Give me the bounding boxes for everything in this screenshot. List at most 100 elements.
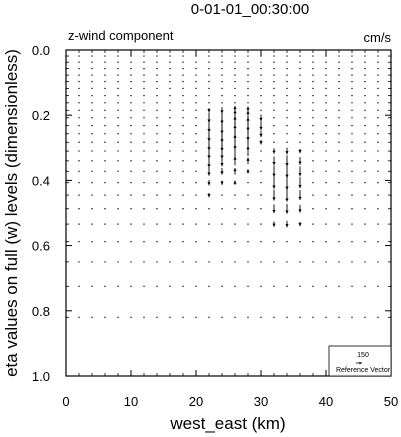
vector-arrowhead bbox=[233, 167, 237, 172]
vector-point bbox=[234, 208, 236, 210]
vector-point bbox=[247, 285, 249, 288]
vector-point bbox=[299, 109, 301, 112]
left-subtitle: z-wind component bbox=[68, 28, 174, 43]
vector-arrowhead bbox=[272, 162, 276, 166]
vector-point bbox=[156, 133, 158, 135]
vector-point bbox=[260, 285, 262, 288]
vector-point bbox=[130, 61, 132, 63]
vector-point bbox=[130, 170, 132, 172]
vector-point bbox=[104, 61, 106, 63]
vector-point bbox=[364, 150, 366, 152]
vector-point bbox=[234, 74, 236, 76]
vector-point bbox=[221, 55, 223, 57]
vector-point bbox=[221, 194, 223, 196]
vector-point bbox=[91, 94, 93, 97]
vector-point bbox=[325, 117, 327, 119]
vector-point bbox=[260, 316, 262, 319]
vector-point bbox=[182, 261, 184, 263]
vector-point bbox=[312, 285, 314, 288]
vector-point bbox=[364, 124, 366, 127]
vector-point bbox=[117, 74, 119, 76]
vector-point bbox=[195, 170, 197, 172]
vector-point bbox=[377, 55, 379, 57]
vector-point bbox=[377, 109, 379, 112]
vector-point bbox=[273, 124, 275, 127]
vector-point bbox=[195, 285, 197, 288]
vector-point bbox=[273, 240, 275, 243]
vector-arrowhead bbox=[207, 164, 211, 168]
vector-point bbox=[299, 240, 301, 243]
vector-point bbox=[156, 194, 158, 196]
vector-point bbox=[351, 87, 353, 90]
vector-point bbox=[377, 124, 379, 127]
vector-point bbox=[78, 117, 80, 119]
vector-point bbox=[338, 261, 340, 263]
vector-point bbox=[78, 261, 80, 263]
vector-arrowhead bbox=[246, 117, 250, 121]
vector-point bbox=[117, 208, 119, 210]
vector-point bbox=[260, 150, 262, 152]
reference-vector-magnitude: 150 bbox=[357, 352, 369, 359]
vector-point bbox=[182, 74, 184, 76]
vector-point bbox=[208, 80, 210, 83]
vector-point bbox=[325, 133, 327, 135]
vector-arrowhead bbox=[207, 172, 211, 176]
vector-point bbox=[338, 124, 340, 127]
x-tick-label: 0 bbox=[62, 394, 69, 409]
vector-point bbox=[247, 61, 249, 63]
vector-point bbox=[325, 94, 327, 97]
vector-arrowhead bbox=[207, 109, 211, 113]
vector-point bbox=[143, 141, 145, 143]
vector-arrowhead bbox=[298, 196, 302, 201]
vector-point bbox=[364, 160, 366, 162]
y-tick-label: 0.0 bbox=[32, 43, 50, 58]
vector-point bbox=[260, 160, 262, 162]
vector-point bbox=[260, 87, 262, 90]
vector-arrowhead bbox=[220, 181, 224, 185]
vector-point bbox=[156, 67, 158, 70]
vector-point bbox=[143, 150, 145, 152]
y-tick-label: 0.4 bbox=[32, 173, 50, 188]
vector-point bbox=[351, 109, 353, 112]
vector-point bbox=[299, 102, 301, 104]
vector-point bbox=[234, 94, 236, 97]
vector-point bbox=[364, 223, 366, 225]
vector-point bbox=[208, 94, 210, 97]
vector-point bbox=[156, 261, 158, 263]
vector-arrowhead bbox=[220, 163, 224, 167]
vector-point bbox=[182, 109, 184, 112]
vector-arrowhead bbox=[207, 182, 211, 186]
vector-point bbox=[273, 87, 275, 90]
vector-point bbox=[312, 67, 314, 70]
vector-point bbox=[78, 181, 80, 184]
vector-point bbox=[351, 80, 353, 83]
y-axis: 0.0 0.2 0.4 0.6 0.8 1.0 bbox=[32, 43, 391, 384]
vector-point bbox=[117, 223, 119, 225]
vector-point bbox=[286, 67, 288, 70]
vector-point bbox=[364, 102, 366, 104]
vector-point bbox=[325, 160, 327, 162]
vector-point bbox=[351, 61, 353, 63]
vector-point bbox=[182, 194, 184, 196]
vector-arrowhead bbox=[233, 116, 237, 120]
vector-point bbox=[377, 285, 379, 288]
vector-point bbox=[221, 240, 223, 243]
vector-point bbox=[351, 285, 353, 288]
vector-point bbox=[286, 261, 288, 263]
vector-point bbox=[117, 94, 119, 97]
vector-point bbox=[104, 74, 106, 76]
vector-point bbox=[234, 80, 236, 83]
vector-arrowhead bbox=[246, 169, 250, 173]
vector-point bbox=[312, 94, 314, 97]
vector-point bbox=[104, 194, 106, 196]
vector-point bbox=[130, 74, 132, 76]
vector-point bbox=[156, 124, 158, 127]
vector-point bbox=[117, 316, 119, 319]
vector-point bbox=[156, 285, 158, 288]
vector-point bbox=[156, 80, 158, 83]
vector-point bbox=[195, 208, 197, 210]
vector-point bbox=[234, 240, 236, 243]
vector-point bbox=[286, 87, 288, 90]
vector-point bbox=[169, 160, 171, 162]
vector-point bbox=[156, 208, 158, 210]
